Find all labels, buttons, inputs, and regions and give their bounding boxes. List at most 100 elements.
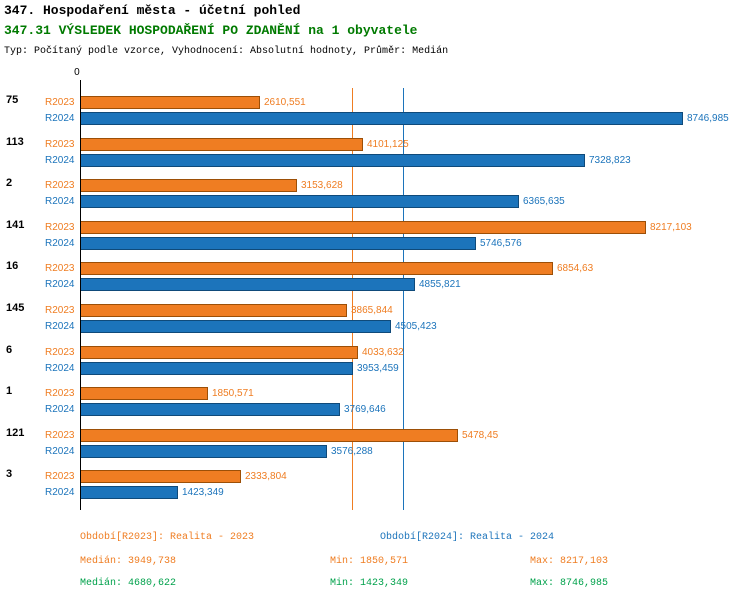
- bar-value-label: 2333,804: [245, 471, 287, 483]
- series-label-r2024: R2024: [45, 321, 75, 332]
- bar-r2023: [80, 304, 347, 317]
- bar-r2023: [80, 262, 553, 276]
- bar-value-label: 3953,459: [357, 362, 399, 374]
- bar-row-r2024: R2024 6365,635: [0, 194, 750, 209]
- bar-row-r2024: R2024 8746,985: [0, 111, 750, 126]
- bar-value-label: 2610,551: [264, 97, 306, 108]
- bar-value-label: 4101,125: [367, 138, 409, 150]
- chart-group: 3 R2023 2333,804 R2024 1423,349: [0, 465, 750, 506]
- bar-value-label: 8217,103: [650, 221, 692, 233]
- series-label-r2023: R2023: [45, 97, 75, 108]
- bar-value-label: 3576,288: [331, 445, 373, 457]
- report-subtitle: Typ: Počítaný podle vzorce, Vyhodnocení:…: [4, 46, 449, 57]
- bar-row-r2023: R2023 2610,551: [0, 95, 750, 110]
- series-label-r2024: R2024: [45, 237, 75, 249]
- bar-value-label: 6854,63: [557, 263, 594, 275]
- category-label: 75: [6, 94, 19, 106]
- bar-r2024: [80, 486, 178, 500]
- bar-r2023: [80, 428, 458, 442]
- category-label: 6: [6, 343, 13, 356]
- bar-row-r2024: R2024 7328,823: [0, 153, 750, 168]
- series-label-r2024: R2024: [45, 279, 75, 291]
- bar-row-r2023: R2023 1850,571: [0, 386, 750, 401]
- stat-max-r2023: Max: 8217,103: [530, 556, 609, 567]
- series-label-r2024: R2024: [45, 362, 75, 374]
- series-label-r2024: R2024: [45, 404, 75, 416]
- chart-group: 75 R2023 2610,551 R2024 8746,985: [0, 91, 750, 132]
- category-label: 1: [6, 385, 13, 398]
- legend-r2023: Období[R2023]: Realita - 2023: [80, 532, 255, 543]
- series-label-r2023: R2023: [45, 346, 75, 358]
- chart-group: 141 R2023 8217,103 R2024 5746,576: [0, 216, 750, 257]
- bar-row-r2023: R2023 2333,804: [0, 469, 750, 484]
- chart-group: 121 R2023 5478,45 R2024 3576,288: [0, 424, 750, 465]
- series-label-r2023: R2023: [45, 138, 75, 150]
- stat-min-r2024: Min: 1423,349: [330, 578, 409, 589]
- bar-value-label: 4505,423: [395, 321, 437, 332]
- bar-chart: 75 R2023 2610,551 R2024 8746,985 113 R2023 4101…: [0, 91, 750, 515]
- series-label-r2023: R2023: [45, 388, 75, 400]
- bar-row-r2024: R2024 4505,423: [0, 319, 750, 334]
- series-label-r2023: R2023: [45, 429, 75, 441]
- series-label-r2023: R2023: [45, 305, 75, 316]
- bar-row-r2023: R2023 8217,103: [0, 220, 750, 235]
- category-label: 16: [6, 260, 19, 273]
- series-label-r2024: R2024: [45, 487, 75, 499]
- bar-r2024: [80, 153, 585, 167]
- category-label: 2: [6, 177, 13, 190]
- bar-value-label: 7328,823: [589, 154, 631, 166]
- bar-value-label: 3769,646: [344, 404, 386, 416]
- bar-r2023: [80, 179, 297, 193]
- bar-value-label: 8746,985: [687, 113, 729, 124]
- bar-value-label: 5478,45: [462, 429, 499, 441]
- bar-value-label: 1850,571: [212, 388, 254, 400]
- series-label-r2023: R2023: [45, 180, 75, 192]
- chart-group: 16 R2023 6854,63 R2024 4855,821: [0, 257, 750, 298]
- series-label-r2024: R2024: [45, 154, 75, 166]
- stat-median-r2024: Medián: 4680,622: [80, 578, 177, 589]
- stat-max-r2024: Max: 8746,985: [530, 578, 609, 589]
- series-label-r2023: R2023: [45, 221, 75, 233]
- chart-group: 6 R2023 4033,632 R2024 3953,459: [0, 341, 750, 382]
- bar-r2023: [80, 220, 646, 234]
- bar-r2023: [80, 470, 241, 484]
- bar-value-label: 1423,349: [182, 487, 224, 499]
- category-label: 141: [6, 218, 25, 231]
- bar-r2024: [80, 444, 327, 458]
- series-label-r2024: R2024: [45, 445, 75, 457]
- category-label: 121: [6, 426, 25, 439]
- bar-row-r2023: R2023 6854,63: [0, 261, 750, 276]
- bar-value-label: 6365,635: [523, 196, 565, 208]
- category-label: 145: [6, 302, 25, 314]
- bar-r2023: [80, 387, 208, 401]
- median-line-r2023: [352, 88, 353, 510]
- bar-row-r2023: R2023 4033,632: [0, 345, 750, 360]
- bar-r2024: [80, 320, 391, 333]
- stat-median-r2023: Medián: 3949,738: [80, 556, 177, 567]
- bar-row-r2024: R2024 3953,459: [0, 361, 750, 376]
- bar-r2023: [80, 345, 358, 359]
- series-label-r2024: R2024: [45, 113, 75, 124]
- bar-row-r2024: R2024 1423,349: [0, 485, 750, 500]
- y-axis-line: [80, 80, 81, 510]
- bar-row-r2024: R2024 5746,576: [0, 236, 750, 251]
- bar-row-r2024: R2024 3769,646: [0, 402, 750, 417]
- category-label: 113: [6, 135, 24, 148]
- bar-r2023: [80, 96, 260, 109]
- series-label-r2023: R2023: [45, 471, 75, 483]
- bar-row-r2023: R2023 3153,628: [0, 178, 750, 193]
- bar-row-r2023: R2023 5478,45: [0, 428, 750, 443]
- bar-row-r2024: R2024 3576,288: [0, 444, 750, 459]
- bar-r2024: [80, 236, 476, 250]
- bar-r2024: [80, 403, 340, 417]
- axis-zero-label: 0: [74, 67, 80, 78]
- bar-r2024: [80, 278, 415, 292]
- median-line-r2024: [403, 88, 404, 510]
- bar-r2024: [80, 361, 353, 375]
- chart-group: 145 R2023 3865,844 R2024 4505,423: [0, 299, 750, 340]
- legend-r2024: Období[R2024]: Realita - 2024: [380, 532, 555, 543]
- series-label-r2024: R2024: [45, 196, 75, 208]
- report-title: 347. Hospodaření města - účetní pohled: [4, 3, 301, 18]
- bar-value-label: 3153,628: [301, 180, 343, 192]
